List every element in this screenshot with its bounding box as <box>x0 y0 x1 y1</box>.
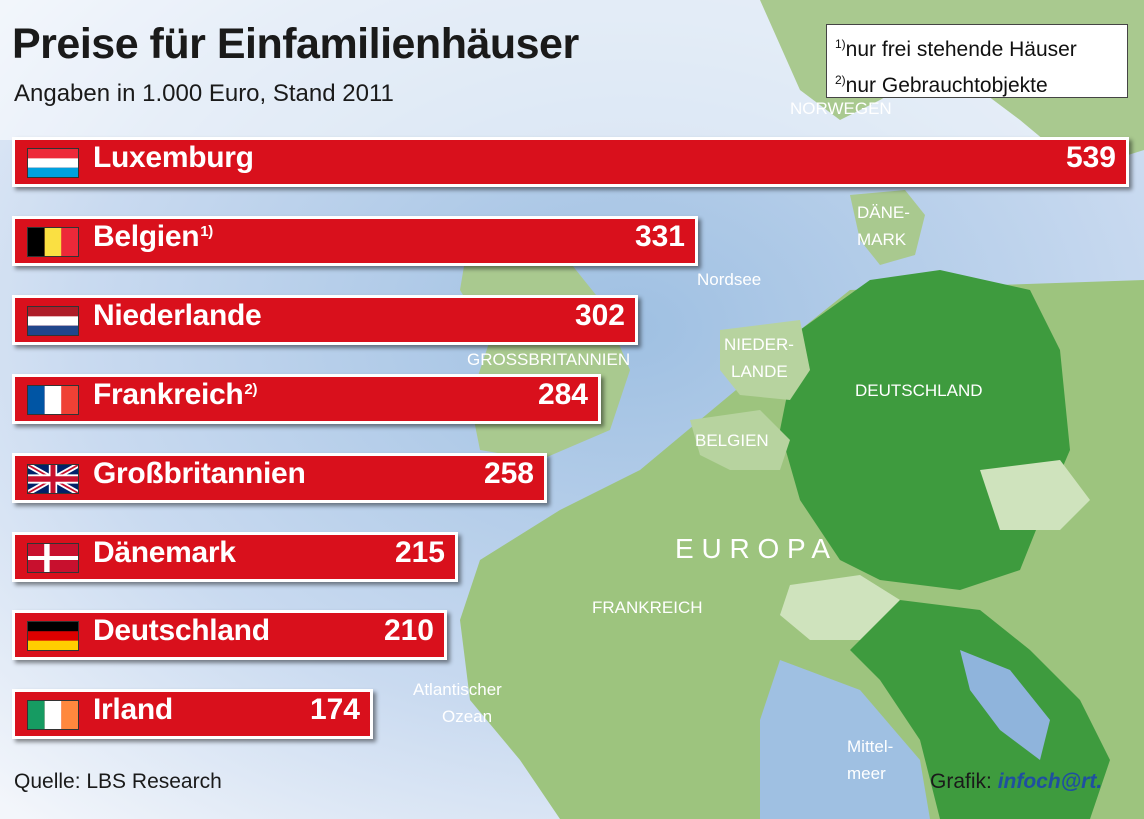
footnote-2: 2)nur Gebrauchtobjekte <box>835 65 1119 101</box>
bar-label: Irland <box>93 693 173 727</box>
chart-title: Preise für Einfamilienhäuser <box>12 20 579 68</box>
map-label-belgium: BELGIEN <box>695 431 769 450</box>
bar-category-text: Belgien <box>93 219 200 253</box>
bar-value-label: 215 <box>394 535 445 569</box>
flag-france-icon <box>27 384 79 415</box>
flag-germany-icon <box>27 621 79 652</box>
bar-label: Großbritannien <box>93 456 306 491</box>
map-label-mediterranean-line1: Mittel- <box>847 737 893 756</box>
map-label-france: FRANKREICH <box>592 598 703 617</box>
flag-denmark-icon <box>27 542 79 573</box>
bar-luxemburg: Luxemburg 539 <box>12 137 1129 187</box>
bar-niederlande: Niederlande 302 <box>12 294 638 345</box>
bar-label: Luxemburg <box>93 141 254 175</box>
bar-category-text: Dänemark <box>93 535 236 569</box>
footnote-1: 1)nur frei stehende Häuser <box>835 29 1119 65</box>
bar-belgien: Belgien1) 331 <box>12 215 698 266</box>
flag-netherlands-icon <box>27 305 79 336</box>
bar-deutschland: Deutschland 210 <box>12 610 447 661</box>
map-label-norway: NORWEGEN <box>790 99 892 118</box>
map-label-denmark-line2: MARK <box>857 230 907 249</box>
bar-value-label: 284 <box>537 377 588 411</box>
map-label-netherlands-line2: LANDE <box>731 362 788 381</box>
flag-luxembourg-icon <box>27 148 79 178</box>
credit-prefix: Grafik: <box>930 770 992 793</box>
footnote-1-text: nur frei stehende Häuser <box>845 38 1077 61</box>
footnote-2-mark: 2) <box>835 73 846 87</box>
flag-belgium-icon <box>27 226 79 257</box>
footnote-1-mark: 1) <box>835 37 846 51</box>
graphic-credit: Grafik: infoch@rt. <box>930 770 1102 794</box>
bar-footnote-mark: 1) <box>200 222 214 240</box>
footnote-2-text: nur Gebrauchtobjekte <box>845 74 1048 97</box>
bar-value-label: 302 <box>574 298 625 332</box>
map-label-atlantic-line2: Ozean <box>442 707 492 726</box>
bar-category-text: Niederlande <box>93 298 262 332</box>
bar-label: Deutschland <box>93 614 270 648</box>
map-label-netherlands-line1: NIEDER- <box>724 335 794 354</box>
bar-label: Belgien1) <box>93 220 213 254</box>
map-label-europe: E U R O P A <box>675 533 830 564</box>
bar-category-text: Irland <box>93 693 173 727</box>
bar-category-text: Luxemburg <box>93 141 254 174</box>
footnotes-box: 1)nur frei stehende Häuser 2)nur Gebrauc… <box>826 24 1128 98</box>
bar-value-label: 539 <box>1065 141 1116 174</box>
bar-label: Niederlande <box>93 298 262 333</box>
bar-category-text: Frankreich <box>93 377 244 411</box>
bar-footnote-mark: 2) <box>244 380 258 398</box>
flag-ireland-icon <box>27 700 79 731</box>
bar-label: Dänemark <box>93 536 236 570</box>
chart-subtitle: Angaben in 1.000 Euro, Stand 2011 <box>14 80 394 107</box>
bar-value-label: 210 <box>383 614 434 648</box>
bar-frankreich: Frankreich2) 284 <box>12 373 601 424</box>
map-label-great-britain: GROSSBRITANNIEN <box>467 350 630 369</box>
bar-grossbritannien: Großbritannien 258 <box>12 452 547 503</box>
bar-category-text: Deutschland <box>93 614 270 648</box>
bar-daenemark: Dänemark 215 <box>12 531 458 582</box>
source-note: Quelle: LBS Research <box>14 770 222 793</box>
credit-brand-logo: infoch@rt. <box>997 770 1103 793</box>
flag-uk-icon <box>27 463 79 494</box>
bar-category-text: Großbritannien <box>93 456 306 490</box>
map-label-north-sea: Nordsee <box>697 270 761 289</box>
map-label-atlantic-line1: Atlantischer <box>413 680 502 699</box>
map-label-germany: DEUTSCHLAND <box>855 381 983 400</box>
map-label-denmark-line1: DÄNE- <box>857 203 910 222</box>
bar-label: Frankreich2) <box>93 378 257 412</box>
map-label-mediterranean-line2: meer <box>847 764 886 783</box>
bar-irland: Irland 174 <box>12 689 373 740</box>
bar-value-label: 331 <box>634 219 685 253</box>
bar-value-label: 258 <box>483 456 534 490</box>
bar-value-label: 174 <box>309 693 360 727</box>
